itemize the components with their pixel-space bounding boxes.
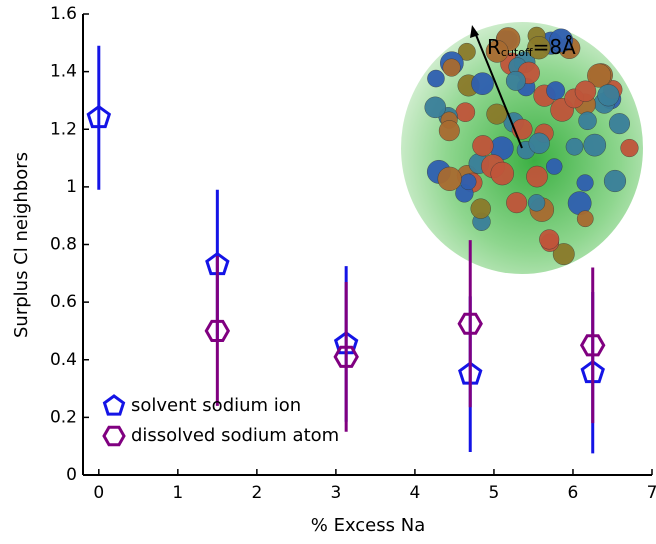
atom — [491, 162, 514, 185]
inset-illustration: Rcutoff=8Å — [401, 22, 643, 274]
atom — [471, 199, 491, 219]
annotation-sub: cutoff — [501, 46, 533, 59]
atom — [579, 112, 597, 130]
atom — [427, 70, 444, 87]
y-tick-label: 0.4 — [50, 350, 77, 370]
atom — [584, 134, 606, 156]
atom — [604, 170, 626, 192]
atom — [456, 103, 475, 122]
atom — [546, 158, 562, 174]
atom — [609, 113, 630, 134]
atom — [473, 135, 494, 156]
y-tick-label: 0.8 — [50, 235, 77, 255]
atom — [539, 230, 559, 250]
atom — [487, 104, 507, 124]
chart: Rcutoff=8Å 0 0.2 0.4 0.6 0.8 1 1.2 1.4 1.6 0 1 2 3 4 5… — [0, 0, 656, 544]
atom — [506, 71, 525, 90]
atom — [621, 139, 639, 157]
atom — [506, 192, 527, 213]
atom — [438, 167, 462, 191]
atom — [577, 211, 593, 227]
atom — [529, 133, 550, 154]
legend-marker — [105, 396, 124, 414]
atom — [598, 84, 620, 106]
atom — [443, 59, 461, 77]
atom — [546, 81, 564, 99]
legend-label: solvent sodium ion — [131, 395, 301, 416]
x-tick-label: 1 — [172, 483, 183, 503]
y-tick-label: 1 — [66, 177, 77, 197]
atom — [577, 175, 594, 192]
x-axis-label: % Excess Na — [311, 515, 425, 536]
x-tick-label: 5 — [489, 483, 500, 503]
y-tick-label: 0 — [66, 465, 77, 485]
x-tick-label: 3 — [330, 483, 341, 503]
atom — [526, 166, 547, 187]
atom — [566, 138, 583, 155]
y-tick-label: 1.4 — [50, 62, 77, 82]
legend-label: dissolved sodium atom — [131, 425, 339, 446]
y-tick-label: 0.2 — [50, 407, 77, 427]
atom — [425, 97, 446, 118]
atom — [439, 120, 460, 141]
atom — [575, 81, 596, 102]
legend-marker — [104, 427, 124, 444]
y-tick-label: 1.2 — [50, 119, 77, 139]
x-tick-label: 2 — [251, 483, 262, 503]
y-tick-label: 1.6 — [50, 4, 77, 24]
x-tick-label: 7 — [647, 483, 656, 503]
y-axis-label: Surplus Cl neighbors — [11, 152, 32, 338]
atom — [460, 174, 476, 190]
annotation-rest: =8Å — [533, 35, 576, 59]
annotation-base: R — [487, 35, 501, 59]
y-tick-label: 0.6 — [50, 292, 77, 312]
atom — [528, 194, 545, 211]
x-tick-label: 0 — [93, 483, 104, 503]
x-tick-label: 4 — [410, 483, 421, 503]
x-tick-label: 6 — [568, 483, 579, 503]
atom — [471, 73, 493, 95]
